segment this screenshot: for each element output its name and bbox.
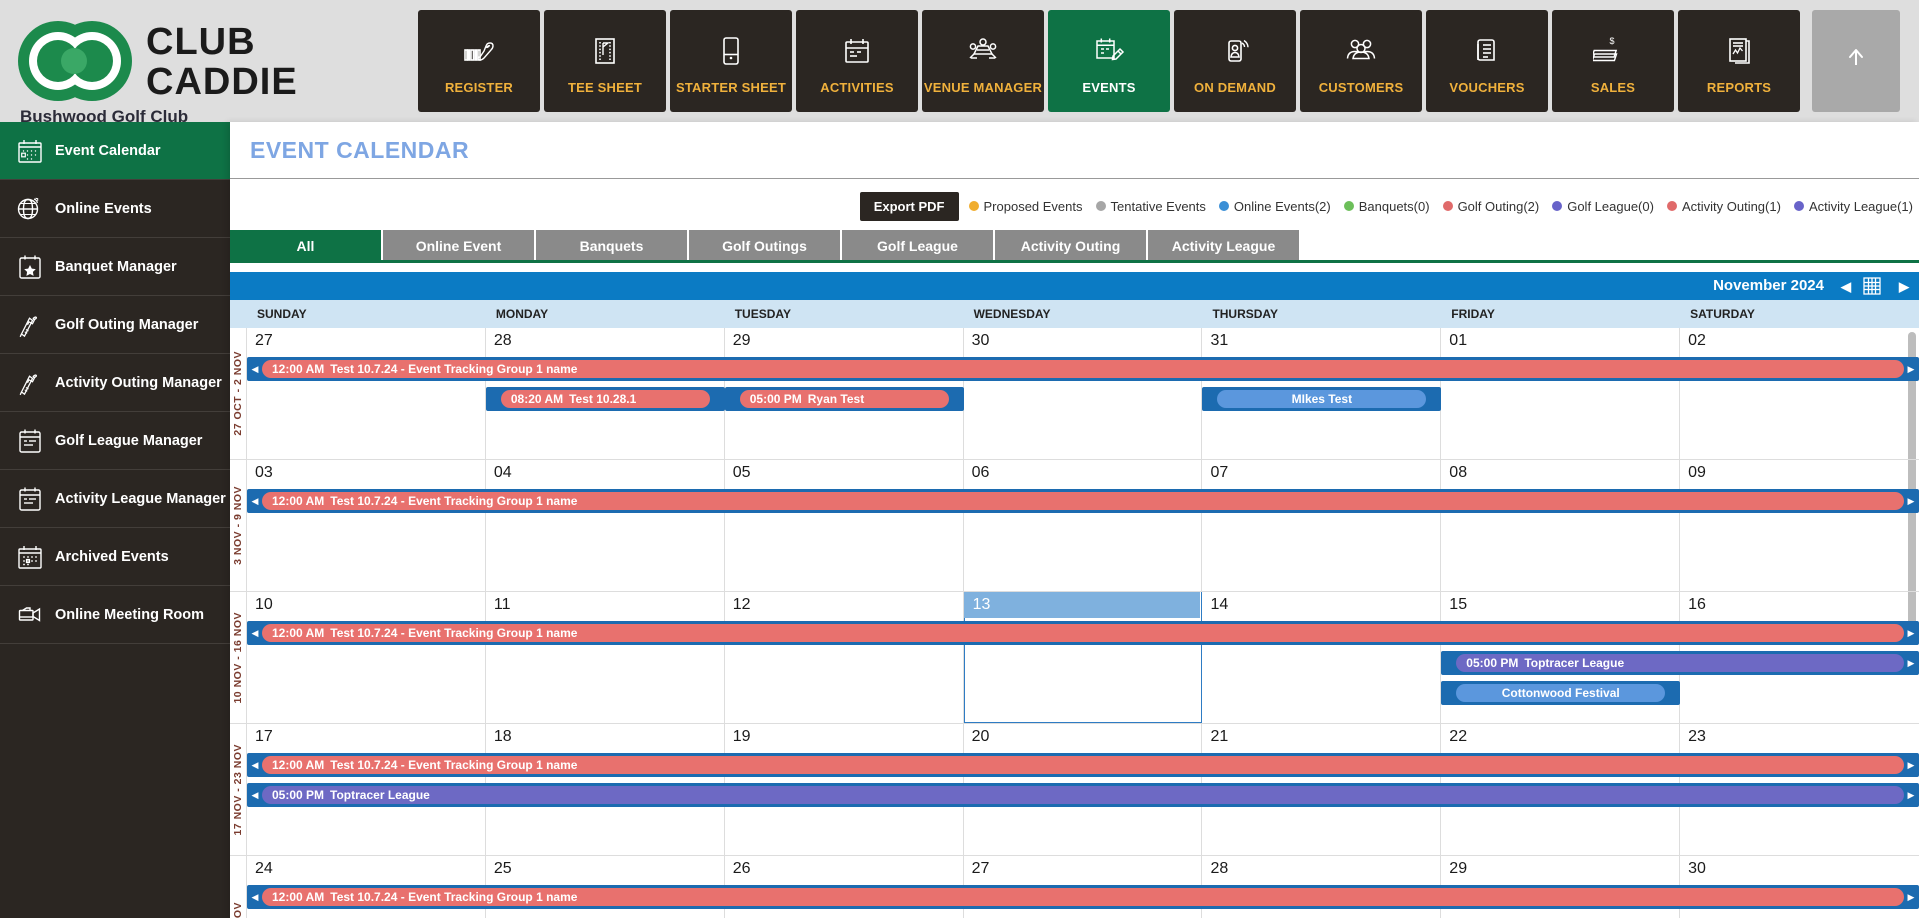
svg-text:CLUB: CLUB <box>146 21 256 63</box>
svg-text:CADDIE: CADDIE <box>146 61 298 103</box>
svg-text:$: $ <box>1610 36 1615 46</box>
